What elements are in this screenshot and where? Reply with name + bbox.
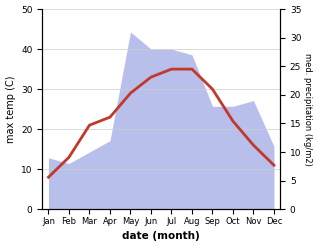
Y-axis label: med. precipitation (kg/m2): med. precipitation (kg/m2) [303,53,313,165]
X-axis label: date (month): date (month) [122,231,200,242]
Y-axis label: max temp (C): max temp (C) [5,75,16,143]
